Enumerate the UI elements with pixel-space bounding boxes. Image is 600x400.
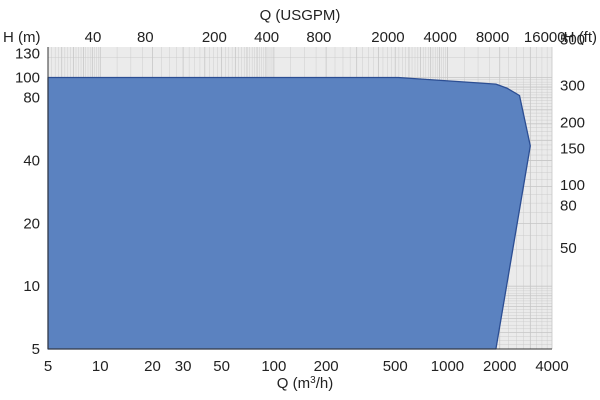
bottom-tick-label: 10: [92, 358, 109, 375]
bottom-tick-label: 30: [175, 358, 192, 375]
left-tick-label: 130: [15, 46, 40, 63]
performance-area: [47, 76, 531, 350]
bottom-tick-label: 4000: [535, 358, 568, 375]
bottom-tick-label: 50: [213, 358, 230, 375]
bottom-tick-label: 100: [261, 358, 286, 375]
right-tick-label: 200: [560, 114, 585, 131]
left-tick-label: 5: [32, 341, 40, 358]
top-tick-label: 8000: [476, 29, 509, 46]
top-tick-label: 80: [137, 29, 154, 46]
bottom-tick-label: 5: [44, 358, 52, 375]
right-tick-label: 300: [560, 78, 585, 95]
right-tick-label: 500: [560, 31, 585, 48]
right-tick-label: 150: [560, 140, 585, 157]
right-axis-title: H (ft): [564, 29, 597, 46]
bottom-tick-label: 1000: [431, 358, 464, 375]
right-tick-label: 80: [560, 197, 577, 214]
top-axis-title: Q (USGPM): [260, 7, 341, 24]
top-tick-label: 800: [306, 29, 331, 46]
bottom-axis-title: Q (m3/h): [277, 375, 333, 393]
bottom-tick-label: 2000: [483, 358, 516, 375]
bottom-tick-label: 20: [144, 358, 161, 375]
top-tick-label: 2000: [371, 29, 404, 46]
left-axis-title: H (m): [3, 29, 41, 46]
bottom-tick-label: 500: [383, 358, 408, 375]
right-tick-label: 50: [560, 240, 577, 257]
top-tick-label: 400: [254, 29, 279, 46]
top-tick-label: 16000: [524, 29, 566, 46]
left-tick-label: 40: [23, 153, 40, 170]
left-tick-label: 10: [23, 278, 40, 295]
top-tick-label: 200: [202, 29, 227, 46]
series-group: [47, 76, 531, 350]
right-tick-label: 100: [560, 177, 585, 194]
left-tick-label: 80: [23, 90, 40, 107]
top-tick-label: 40: [85, 29, 102, 46]
axes-group: 5 10 20 30 50 100 200 500 1000 2000 4000 40 80 200 400…: [15, 29, 585, 375]
left-tick-label: 20: [23, 215, 40, 232]
top-tick-label: 4000: [424, 29, 457, 46]
left-tick-label: 100: [15, 69, 40, 86]
bottom-tick-label: 200: [314, 358, 339, 375]
